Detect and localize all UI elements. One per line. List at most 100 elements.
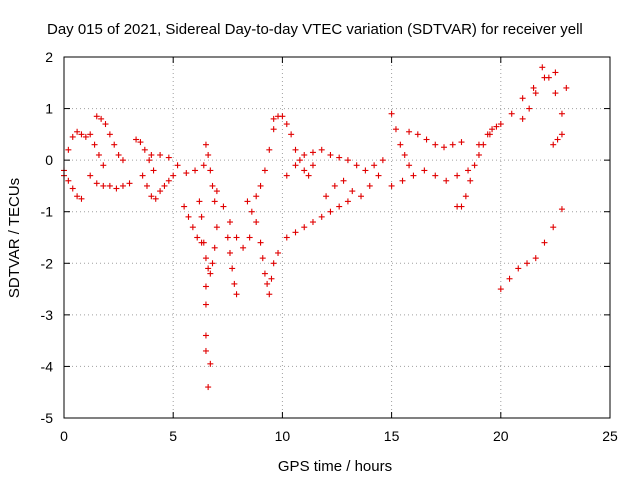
data-point-marker [170, 172, 177, 179]
y-tick-label: 2 [45, 49, 53, 65]
data-point-marker [515, 265, 522, 272]
data-point-marker [336, 203, 343, 210]
data-point-marker [432, 141, 439, 148]
data-point-marker [323, 193, 330, 200]
y-tick-label: -3 [41, 307, 54, 323]
data-point-marker [371, 162, 378, 169]
data-point-marker [519, 115, 526, 122]
data-point-marker [558, 110, 565, 117]
data-point-marker [98, 115, 105, 122]
data-point-marker [139, 172, 146, 179]
data-point-marker [126, 180, 133, 187]
data-point-marker [344, 157, 351, 164]
data-point-marker [240, 244, 247, 251]
data-point-marker [301, 224, 308, 231]
data-point-marker [349, 188, 356, 195]
data-point-marker [261, 270, 268, 277]
data-point-marker [100, 162, 107, 169]
data-point-marker [423, 136, 430, 143]
data-point-marker [508, 110, 515, 117]
data-point-marker [301, 167, 308, 174]
data-point-marker [146, 157, 153, 164]
data-point-marker [266, 146, 273, 153]
data-point-marker [399, 177, 406, 184]
data-point-marker [87, 172, 94, 179]
x-tick-label: 5 [169, 428, 177, 444]
data-point-marker [119, 157, 126, 164]
data-point-marker [102, 121, 109, 128]
data-point-marker [196, 198, 203, 205]
data-point-marker [100, 182, 107, 189]
data-point-marker [183, 170, 190, 177]
data-point-marker [202, 301, 209, 308]
data-point-marker [209, 182, 216, 189]
y-tick-label: 0 [45, 152, 53, 168]
data-point-marker [532, 90, 539, 97]
data-point-marker [401, 151, 408, 158]
data-point-marker [226, 219, 233, 226]
y-tick-label: -5 [41, 410, 54, 426]
data-point-marker [111, 141, 118, 148]
data-point-marker [261, 167, 268, 174]
data-point-marker [270, 115, 277, 122]
data-point-marker [264, 280, 271, 287]
data-point-marker [550, 141, 557, 148]
data-point-marker [213, 224, 220, 231]
data-point-marker [388, 182, 395, 189]
data-point-marker [545, 74, 552, 81]
data-point-marker [205, 265, 212, 272]
data-point-marker [358, 193, 365, 200]
data-point-marker [366, 182, 373, 189]
data-point-marker [229, 265, 236, 272]
data-point-marker [327, 208, 334, 215]
data-point-marker [336, 154, 343, 161]
data-point-marker [157, 151, 164, 158]
data-point-marker [486, 131, 493, 138]
data-point-marker [340, 177, 347, 184]
data-point-marker [93, 113, 100, 120]
data-points [61, 64, 570, 391]
data-point-marker [143, 182, 150, 189]
data-point-marker [309, 149, 316, 156]
data-point-marker [257, 182, 264, 189]
data-point-marker [152, 195, 159, 202]
data-point-marker [288, 131, 295, 138]
data-point-marker [406, 128, 413, 135]
data-point-marker [78, 195, 85, 202]
data-point-marker [259, 255, 266, 262]
data-point-marker [224, 234, 231, 241]
data-point-marker [200, 162, 207, 169]
data-point-marker [375, 172, 382, 179]
data-point-marker [465, 167, 472, 174]
y-tick-labels: -5 -4 -3 -2 -1 0 1 2 [41, 49, 54, 426]
data-point-marker [301, 151, 308, 158]
data-point-marker [133, 136, 140, 143]
data-point-marker [331, 182, 338, 189]
data-point-marker [292, 162, 299, 169]
data-point-marker [211, 198, 218, 205]
data-point-marker [524, 260, 531, 267]
data-point-marker [233, 234, 240, 241]
data-point-marker [268, 275, 275, 282]
data-point-marker [362, 167, 369, 174]
data-point-marker [292, 146, 299, 153]
data-point-marker [74, 128, 81, 135]
data-point-marker [344, 198, 351, 205]
data-point-marker [205, 151, 212, 158]
data-point-marker [458, 203, 465, 210]
x-axis-title: GPS time / hours [278, 458, 392, 475]
axis-ticks [63, 56, 611, 419]
data-point-marker [246, 234, 253, 241]
data-point-marker [202, 283, 209, 290]
data-point-marker [69, 185, 76, 192]
data-point-marker [497, 286, 504, 293]
data-point-marker [115, 151, 122, 158]
data-point-marker [65, 146, 72, 153]
x-tick-labels: 0 5 10 15 20 25 [60, 428, 618, 444]
data-point-marker [275, 249, 282, 256]
x-tick-label: 15 [384, 428, 400, 444]
data-point-marker [106, 131, 113, 138]
data-point-marker [475, 141, 482, 148]
data-point-marker [506, 275, 513, 282]
